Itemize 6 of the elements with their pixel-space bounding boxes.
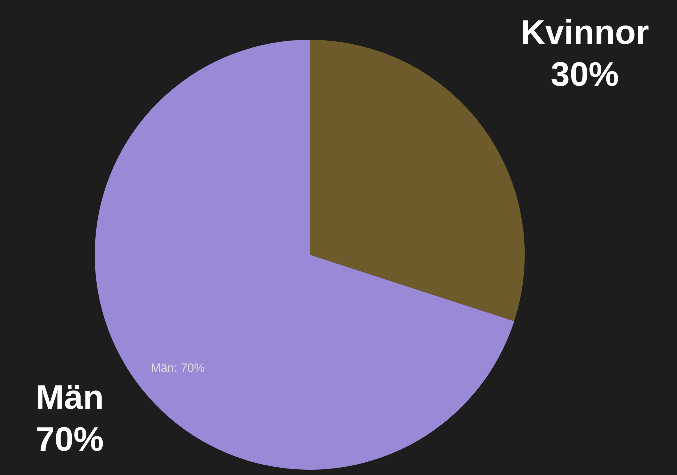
text: Män: 70% bbox=[150, 361, 206, 375]
slice-label: Kvinnor bbox=[520, 14, 650, 52]
pie-slice bbox=[310, 40, 525, 322]
data-label: 70% bbox=[36, 421, 104, 459]
data-label: 30% bbox=[551, 56, 620, 94]
slice-label: Män bbox=[36, 379, 104, 417]
